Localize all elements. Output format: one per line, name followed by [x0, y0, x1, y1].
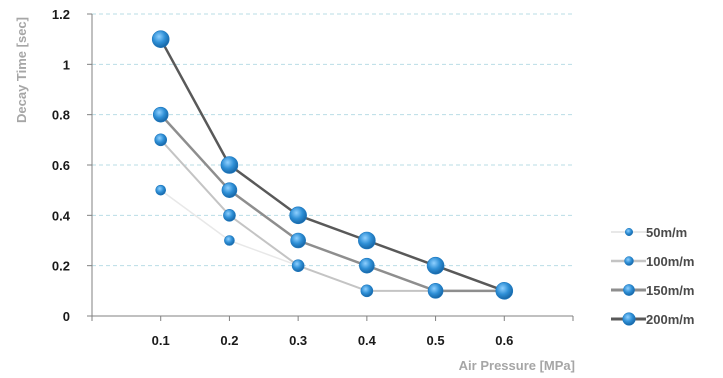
x-tick-label: 0.2: [220, 333, 238, 348]
legend: 50m/m 100m/m 150m/m 200m/m: [611, 225, 694, 327]
series-line: [159, 38, 505, 293]
legend-label: 100m/m: [646, 254, 694, 269]
x-tick-label: 0.6: [495, 333, 513, 348]
y-tick-label: 0: [63, 309, 70, 324]
x-axis-label: Air Pressure [MPa]: [459, 358, 575, 373]
legend-marker: [625, 228, 633, 236]
y-tick-labels: 0 0.2 0.4 0.6 0.8 1 1.2: [52, 7, 71, 324]
series-150m/m: [152, 106, 513, 299]
data-point: [360, 284, 374, 298]
y-tick-label: 0.4: [52, 208, 71, 223]
y-tick-label: 0.2: [52, 259, 70, 274]
series-200m/m: [151, 30, 514, 300]
legend-marker: [623, 284, 635, 296]
legend-marker: [624, 256, 634, 266]
data-point: [290, 232, 306, 249]
legend-label: 150m/m: [646, 283, 694, 298]
data-point: [154, 133, 168, 147]
series-layer: [151, 30, 514, 300]
legend-label: 200m/m: [646, 312, 694, 327]
data-point: [359, 257, 375, 274]
data-point: [220, 156, 239, 174]
y-tick-label: 1.2: [52, 7, 70, 22]
legend-label: 50m/m: [646, 225, 687, 240]
data-point: [427, 283, 444, 299]
data-point: [151, 30, 170, 48]
data-point: [223, 209, 236, 222]
x-tick-label: 0.4: [358, 333, 377, 348]
data-point: [426, 256, 445, 275]
legend-item: 150m/m: [611, 283, 694, 298]
axes: [87, 13, 574, 321]
data-point: [289, 206, 307, 225]
x-tick-labels: 0.1 0.2 0.3 0.4 0.5 0.6: [152, 333, 514, 348]
series-line: [159, 113, 505, 293]
x-tick-label: 0.1: [152, 333, 170, 348]
y-axis-label: Decay Time [sec]: [14, 17, 29, 123]
data-point: [358, 231, 376, 250]
x-tick-label: 0.3: [289, 333, 307, 348]
legend-item: 50m/m: [611, 225, 687, 240]
legend-item: 100m/m: [611, 254, 694, 269]
y-tick-label: 0.6: [52, 158, 70, 173]
data-point: [495, 282, 514, 300]
data-point: [152, 106, 169, 123]
y-tick-label: 1: [63, 57, 70, 72]
data-point: [155, 184, 167, 196]
data-point: [221, 182, 238, 198]
y-tick-label: 0.8: [52, 108, 70, 123]
data-point: [224, 235, 235, 246]
legend-item: 200m/m: [611, 312, 694, 327]
legend-marker: [622, 312, 636, 326]
data-point: [291, 259, 305, 272]
x-tick-label: 0.5: [427, 333, 445, 348]
gridlines: [92, 13, 573, 267]
